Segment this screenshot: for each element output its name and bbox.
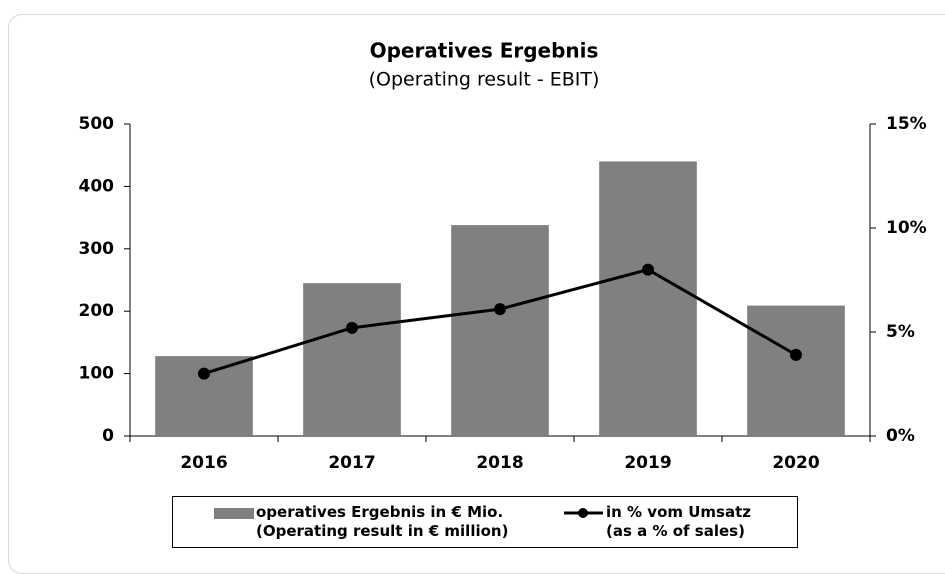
y-tick-label: 300: [79, 239, 115, 259]
bar: [599, 161, 697, 436]
bar: [451, 225, 549, 436]
line-point: [642, 263, 654, 276]
chart: Operatives Ergebnis (Operating result - …: [79, 39, 927, 474]
legend-label: in % vom Umsatz (as a % of sales): [606, 503, 751, 540]
y-tick-label: 400: [79, 176, 115, 196]
line-point: [790, 348, 802, 361]
x-tick-label: 2017: [328, 453, 375, 473]
chart-title: Operatives Ergebnis: [370, 39, 599, 63]
y-tick-label: 200: [79, 301, 115, 321]
y-tick-label: 500: [79, 114, 115, 134]
x-tick-label: 2018: [476, 453, 523, 473]
page: Operatives Ergebnis (Operating result - …: [8, 14, 945, 574]
y2-tick-label: 5%: [886, 322, 915, 342]
y2-tick-label: 10%: [886, 218, 927, 238]
x-tick-label: 2020: [772, 453, 819, 473]
legend-swatches: [214, 508, 603, 519]
legend-label: operatives Ergebnis in € Mio. (Operating…: [256, 503, 509, 540]
line-point: [346, 321, 358, 334]
legend-swatch-bar: [214, 508, 254, 519]
line-point: [494, 303, 506, 316]
y-tick-label: 100: [79, 364, 115, 384]
y2-tick-label: 0%: [886, 426, 915, 446]
bar: [747, 305, 845, 436]
legend: operatives Ergebnis in € Mio. (Operating…: [172, 496, 798, 548]
chart-subtitle: (Operating result - EBIT): [369, 69, 600, 91]
legend-swatch-dot: [578, 508, 588, 518]
y2-tick-label: 15%: [886, 114, 927, 134]
y-tick-label: 0: [102, 426, 114, 446]
x-tick-label: 2019: [624, 453, 671, 473]
line-point: [198, 367, 210, 380]
bar: [303, 283, 401, 436]
x-tick-label: 2016: [180, 453, 227, 473]
